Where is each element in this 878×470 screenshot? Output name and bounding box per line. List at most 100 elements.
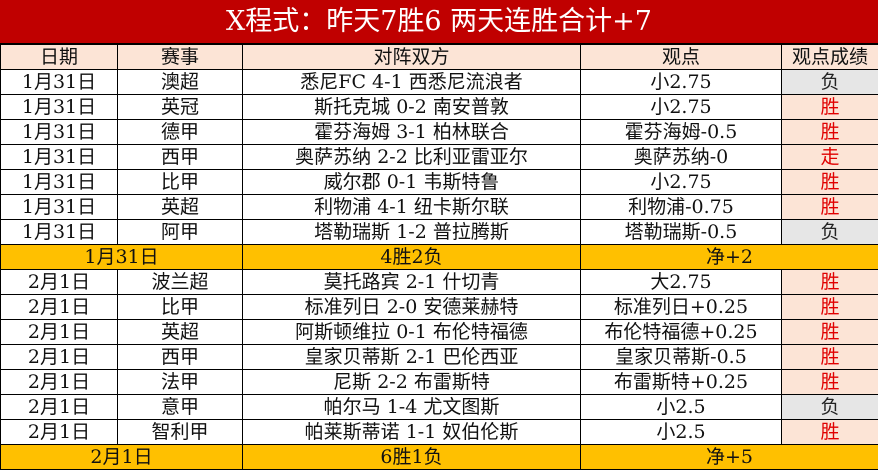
- cell-result: 走: [781, 144, 878, 170]
- cell-result: 胜: [781, 194, 878, 220]
- table-row: 1月31日 英冠 斯托克城 0-2 南安普敦 小2.75 胜: [0, 94, 878, 120]
- summary-date: 1月31日: [0, 244, 243, 270]
- table-row: 1月31日 英超 利物浦 4-1 纽卡斯尔联 利物浦-0.75 胜: [0, 194, 878, 220]
- cell-league: 西甲: [117, 344, 243, 370]
- header-league: 赛事: [117, 44, 243, 70]
- cell-pick: 小2.75: [580, 94, 782, 120]
- cell-result: 胜: [781, 119, 878, 145]
- table-row: 2月1日 意甲 帕尔马 1-4 尤文图斯 小2.5 负: [0, 394, 878, 420]
- table-row: 2月1日 比甲 标准列日 2-0 安德莱赫特 标准列日+0.25 胜: [0, 294, 878, 320]
- cell-pick: 霍芬海姆-0.5: [580, 119, 782, 145]
- cell-date: 1月31日: [0, 69, 118, 95]
- cell-result: 胜: [781, 319, 878, 345]
- table-row: 1月31日 澳超 悉尼FC 4-1 西悉尼流浪者 小2.75 负: [0, 69, 878, 95]
- summary-net: 净+5: [580, 444, 878, 470]
- table-row: 2月1日 英超 阿斯顿维拉 0-1 布伦特福德 布伦特福德+0.25 胜: [0, 319, 878, 345]
- cell-result: 胜: [781, 94, 878, 120]
- page-title: X程式：昨天7胜6 两天连胜合计+7: [0, 0, 878, 44]
- cell-date: 1月31日: [0, 94, 118, 120]
- cell-league: 意甲: [117, 394, 243, 420]
- table-row: 2月1日 西甲 皇家贝蒂斯 2-1 巴伦西亚 皇家贝蒂斯-0.5 胜: [0, 344, 878, 370]
- table-row: 2月1日 法甲 尼斯 2-2 布雷斯特 布雷斯特+0.25 胜: [0, 369, 878, 395]
- cell-pick: 小2.5: [580, 394, 782, 420]
- cell-match: 皇家贝蒂斯 2-1 巴伦西亚: [242, 344, 581, 370]
- cell-match: 莫托路宾 2-1 什切青: [242, 269, 581, 295]
- cell-pick: 标准列日+0.25: [580, 294, 782, 320]
- cell-match: 悉尼FC 4-1 西悉尼流浪者: [242, 69, 581, 95]
- cell-match: 利物浦 4-1 纽卡斯尔联: [242, 194, 581, 220]
- cell-pick: 布雷斯特+0.25: [580, 369, 782, 395]
- cell-match: 威尔郡 0-1 韦斯特鲁: [242, 169, 581, 195]
- cell-date: 2月1日: [0, 369, 118, 395]
- cell-result: 胜: [781, 169, 878, 195]
- results-table: 日期 赛事 对阵双方 观点 观点成绩 1月31日 澳超 悉尼FC 4-1 西悉尼流浪…: [0, 44, 878, 470]
- summary-row: 1月31日 4胜2负 净+2: [0, 244, 878, 270]
- cell-match: 标准列日 2-0 安德莱赫特: [242, 294, 581, 320]
- cell-pick: 皇家贝蒂斯-0.5: [580, 344, 782, 370]
- table-row: 1月31日 阿甲 塔勒瑞斯 1-2 普拉腾斯 塔勒瑞斯-0.5 负: [0, 219, 878, 245]
- cell-date: 2月1日: [0, 419, 118, 445]
- cell-date: 2月1日: [0, 319, 118, 345]
- cell-date: 1月31日: [0, 119, 118, 145]
- cell-league: 英超: [117, 319, 243, 345]
- cell-result: 胜: [781, 369, 878, 395]
- summary-net: 净+2: [580, 244, 878, 270]
- cell-league: 西甲: [117, 144, 243, 170]
- cell-pick: 利物浦-0.75: [580, 194, 782, 220]
- header-pick: 观点: [580, 44, 782, 70]
- cell-league: 波兰超: [117, 269, 243, 295]
- table-row: 2月1日 波兰超 莫托路宾 2-1 什切青 大2.75 胜: [0, 269, 878, 295]
- cell-match: 奥萨苏纳 2-2 比利亚雷亚尔: [242, 144, 581, 170]
- cell-date: 2月1日: [0, 394, 118, 420]
- cell-date: 1月31日: [0, 219, 118, 245]
- cell-result: 胜: [781, 344, 878, 370]
- cell-pick: 奥萨苏纳-0: [580, 144, 782, 170]
- cell-league: 比甲: [117, 169, 243, 195]
- cell-match: 塔勒瑞斯 1-2 普拉腾斯: [242, 219, 581, 245]
- cell-match: 帕莱斯蒂诺 1-1 奴伯伦斯: [242, 419, 581, 445]
- table-row: 1月31日 西甲 奥萨苏纳 2-2 比利亚雷亚尔 奥萨苏纳-0 走: [0, 144, 878, 170]
- cell-match: 帕尔马 1-4 尤文图斯: [242, 394, 581, 420]
- cell-date: 2月1日: [0, 344, 118, 370]
- table-row: 1月31日 比甲 威尔郡 0-1 韦斯特鲁 小2.75 胜: [0, 169, 878, 195]
- cell-result: 胜: [781, 294, 878, 320]
- summary-record: 4胜2负: [242, 244, 581, 270]
- cell-pick: 布伦特福德+0.25: [580, 319, 782, 345]
- cell-league: 英超: [117, 194, 243, 220]
- table-row: 2月1日 智利甲 帕莱斯蒂诺 1-1 奴伯伦斯 小2.5 胜: [0, 419, 878, 445]
- cell-league: 德甲: [117, 119, 243, 145]
- cell-pick: 小2.5: [580, 419, 782, 445]
- cell-match: 阿斯顿维拉 0-1 布伦特福德: [242, 319, 581, 345]
- table-row: 1月31日 德甲 霍芬海姆 3-1 柏林联合 霍芬海姆-0.5 胜: [0, 119, 878, 145]
- cell-result: 负: [781, 219, 878, 245]
- cell-date: 1月31日: [0, 194, 118, 220]
- cell-match: 霍芬海姆 3-1 柏林联合: [242, 119, 581, 145]
- cell-league: 澳超: [117, 69, 243, 95]
- cell-match: 斯托克城 0-2 南安普敦: [242, 94, 581, 120]
- cell-pick: 小2.75: [580, 69, 782, 95]
- cell-pick: 小2.75: [580, 169, 782, 195]
- cell-result: 胜: [781, 269, 878, 295]
- summary-date: 2月1日: [0, 444, 243, 470]
- cell-pick: 塔勒瑞斯-0.5: [580, 219, 782, 245]
- header-match: 对阵双方: [242, 44, 581, 70]
- cell-date: 2月1日: [0, 269, 118, 295]
- cell-result: 胜: [781, 419, 878, 445]
- cell-league: 英冠: [117, 94, 243, 120]
- cell-pick: 大2.75: [580, 269, 782, 295]
- cell-result: 负: [781, 394, 878, 420]
- cell-league: 法甲: [117, 369, 243, 395]
- header-date: 日期: [0, 44, 118, 70]
- cell-date: 1月31日: [0, 144, 118, 170]
- header-result: 观点成绩: [781, 44, 878, 70]
- header-row: 日期 赛事 对阵双方 观点 观点成绩: [0, 44, 878, 70]
- cell-result: 负: [781, 69, 878, 95]
- cell-league: 比甲: [117, 294, 243, 320]
- cell-date: 2月1日: [0, 294, 118, 320]
- cell-league: 阿甲: [117, 219, 243, 245]
- cell-date: 1月31日: [0, 169, 118, 195]
- cell-match: 尼斯 2-2 布雷斯特: [242, 369, 581, 395]
- cell-league: 智利甲: [117, 419, 243, 445]
- summary-record: 6胜1负: [242, 444, 581, 470]
- summary-row: 2月1日 6胜1负 净+5: [0, 444, 878, 470]
